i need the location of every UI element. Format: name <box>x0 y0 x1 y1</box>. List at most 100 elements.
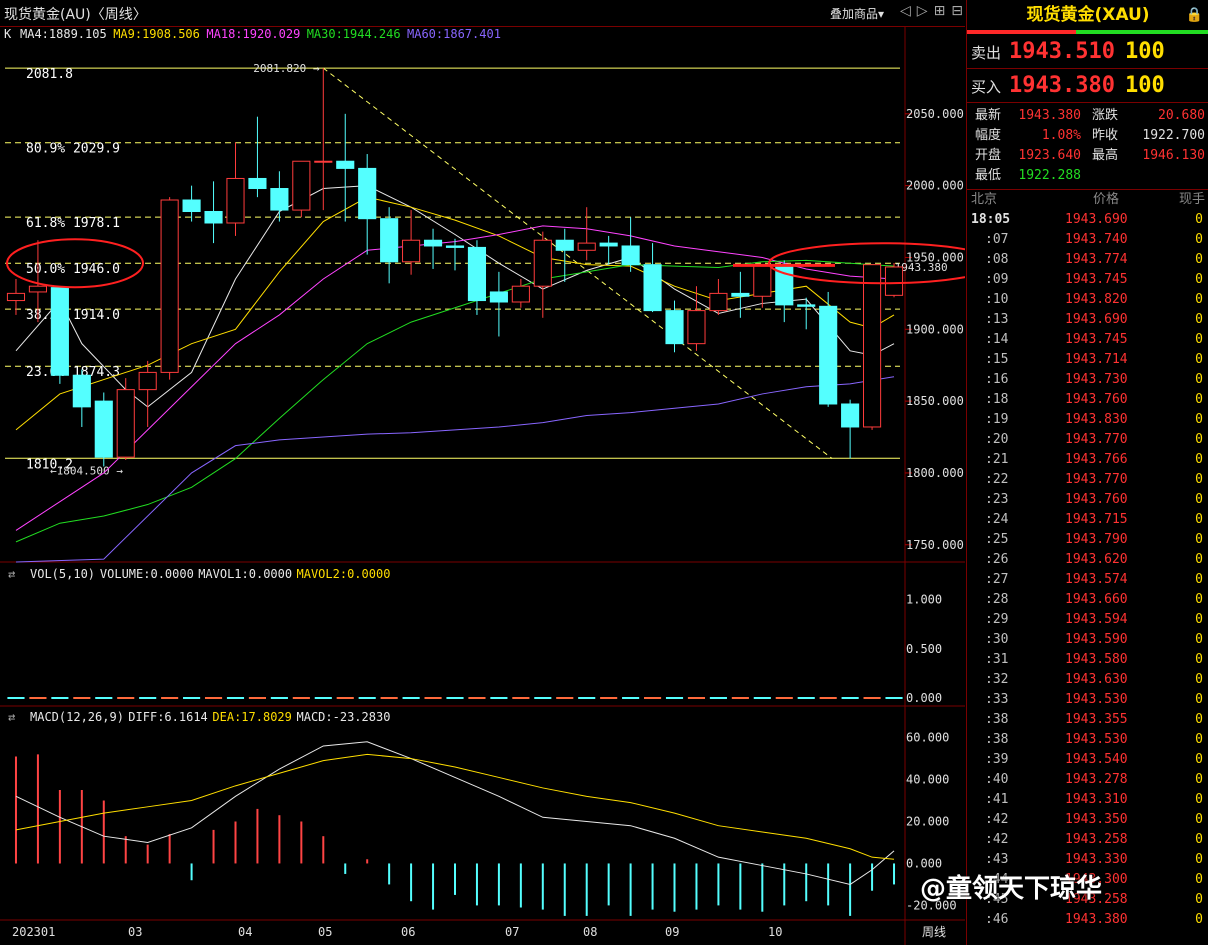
chart-nav-icons[interactable]: ◁▷⊞⊟ <box>900 3 969 19</box>
tick-list[interactable]: 北京 价格 现手 18:05 1943.690 0:07 1943.740 0:08 19… <box>967 190 1208 930</box>
tick-time: :10 <box>985 292 1009 307</box>
stats-row: 幅度 1.08% 昨收 1922.700 <box>967 126 1208 146</box>
tick-qty: 0 <box>1195 292 1203 307</box>
macd-y-tick: 40.000 <box>906 773 949 787</box>
tick-price: 1943.714 <box>1065 352 1128 367</box>
tick-time: :40 <box>985 772 1009 787</box>
stats-row: 最新 1943.380 涨跌 20.680 <box>967 106 1208 126</box>
y-tick-label: 2050.000 <box>906 107 964 121</box>
tick-row: :43 1943.330 0 <box>967 850 1208 870</box>
tick-qty: 0 <box>1195 492 1203 507</box>
candle <box>533 239 552 287</box>
tick-time: :18 <box>985 392 1009 407</box>
tick-price: 1943.590 <box>1065 632 1128 647</box>
tick-qty: 0 <box>1195 832 1203 847</box>
tick-qty: 0 <box>1195 412 1203 427</box>
high-annotation: 2081.820 → <box>253 62 320 75</box>
stat-value: 1.08% <box>1041 128 1081 143</box>
tick-price: 1943.580 <box>1065 652 1128 667</box>
tick-row: 18:05 1943.690 0 <box>967 210 1208 230</box>
tick-row: :28 1943.660 0 <box>967 590 1208 610</box>
vol-legend-0: VOLUME:0.0000 <box>100 567 194 581</box>
tick-time: :32 <box>985 672 1009 687</box>
overlay-menu[interactable]: 叠加商品▾ <box>830 7 885 21</box>
tick-qty: 0 <box>1195 532 1203 547</box>
tick-time: :26 <box>985 552 1009 567</box>
candle <box>358 167 377 220</box>
tick-time: :30 <box>985 632 1009 647</box>
tick-row: :30 1943.590 0 <box>967 630 1208 650</box>
tick-time: :16 <box>985 372 1009 387</box>
vol-y-tick: 0.000 <box>906 691 942 705</box>
tick-qty: 0 <box>1195 712 1203 727</box>
tick-qty: 0 <box>1195 212 1203 227</box>
tick-row: :42 1943.350 0 <box>967 810 1208 830</box>
ma-legend-1: MA9:1908.506 <box>113 27 200 41</box>
tick-row: :23 1943.760 0 <box>967 490 1208 510</box>
candle <box>621 245 640 266</box>
tick-row: :15 1943.714 0 <box>967 350 1208 370</box>
zoom-in-icon[interactable]: ⊞ <box>933 3 952 19</box>
tick-time: :42 <box>985 812 1009 827</box>
macd-legend-2: MACD:-23.2830 <box>297 710 391 724</box>
tick-qty: 0 <box>1195 672 1203 687</box>
tick-time: :24 <box>985 512 1009 527</box>
stats-row: 开盘 1923.640 最高 1946.130 <box>967 146 1208 166</box>
tick-time: :19 <box>985 412 1009 427</box>
y-tick-label: 1900.000 <box>906 322 964 336</box>
tick-row: :33 1943.530 0 <box>967 690 1208 710</box>
tick-time: :28 <box>985 592 1009 607</box>
stats-row: 最低 1922.288 <box>967 166 1208 186</box>
low-annotation: ←1804.500 → <box>50 464 123 477</box>
candle <box>116 389 135 458</box>
candle <box>863 264 882 428</box>
candle <box>555 239 574 251</box>
macd-dea-line <box>15 753 895 860</box>
stat-label: 最低 <box>975 168 1002 183</box>
candle <box>665 310 684 345</box>
candle <box>292 160 311 211</box>
tick-price: 1943.355 <box>1065 712 1128 727</box>
tick-row: :42 1943.258 0 <box>967 830 1208 850</box>
x-tick-label: 08 <box>583 925 597 939</box>
fib-label: 23.6% 1874.3 <box>26 365 120 380</box>
vol-legend-prefix: VOL(5,10) <box>30 567 95 581</box>
swap-icon: ⇄ <box>8 567 15 581</box>
ma-line-ma30 <box>15 259 895 543</box>
stat-value: 1923.640 <box>1018 148 1081 163</box>
x-tick-label: 202301 <box>12 925 55 939</box>
highlight-circle <box>768 242 965 285</box>
x-tick-label: 07 <box>505 925 519 939</box>
tick-row: :18 1943.760 0 <box>967 390 1208 410</box>
lock-icon[interactable]: 🔒 <box>1185 7 1203 23</box>
candle <box>445 245 465 248</box>
ma-legend-4: MA60:1867.401 <box>407 27 501 41</box>
tick-time: :44 <box>985 872 1009 887</box>
tick-row: :32 1943.630 0 <box>967 670 1208 690</box>
vol-y-tick: 1.000 <box>906 593 942 607</box>
tick-qty: 0 <box>1195 232 1203 247</box>
zoom-out-icon[interactable]: ⊟ <box>951 3 970 19</box>
tick-row: :20 1943.770 0 <box>967 430 1208 450</box>
x-tick-label: 04 <box>238 925 252 939</box>
tick-price: 1943.278 <box>1065 772 1128 787</box>
tick-row: :39 1943.540 0 <box>967 750 1208 770</box>
tick-row: :25 1943.790 0 <box>967 530 1208 550</box>
fib-label: 61.8% 1978.1 <box>26 216 120 231</box>
y-tick-label: 1800.000 <box>906 466 964 480</box>
tick-row: :10 1943.820 0 <box>967 290 1208 310</box>
arrow-left-icon[interactable]: ◁ <box>900 3 917 19</box>
tick-time: :39 <box>985 752 1009 767</box>
tick-header: 北京 价格 现手 <box>971 192 1205 207</box>
y-tick-label: 1750.000 <box>906 538 964 552</box>
candle <box>687 310 706 345</box>
chart-area[interactable]: K MA4:1889.105 MA9:1908.506 MA18:1920.029 MA… <box>0 0 965 945</box>
arrow-right-icon[interactable]: ▷ <box>916 3 934 19</box>
tick-qty: 0 <box>1195 312 1203 327</box>
ma-line-ma60 <box>15 376 895 563</box>
tick-qty: 0 <box>1195 332 1203 347</box>
tick-price: 1943.760 <box>1065 392 1128 407</box>
candle <box>423 239 443 247</box>
tick-price: 1943.530 <box>1065 692 1128 707</box>
tick-price: 1943.630 <box>1065 672 1128 687</box>
